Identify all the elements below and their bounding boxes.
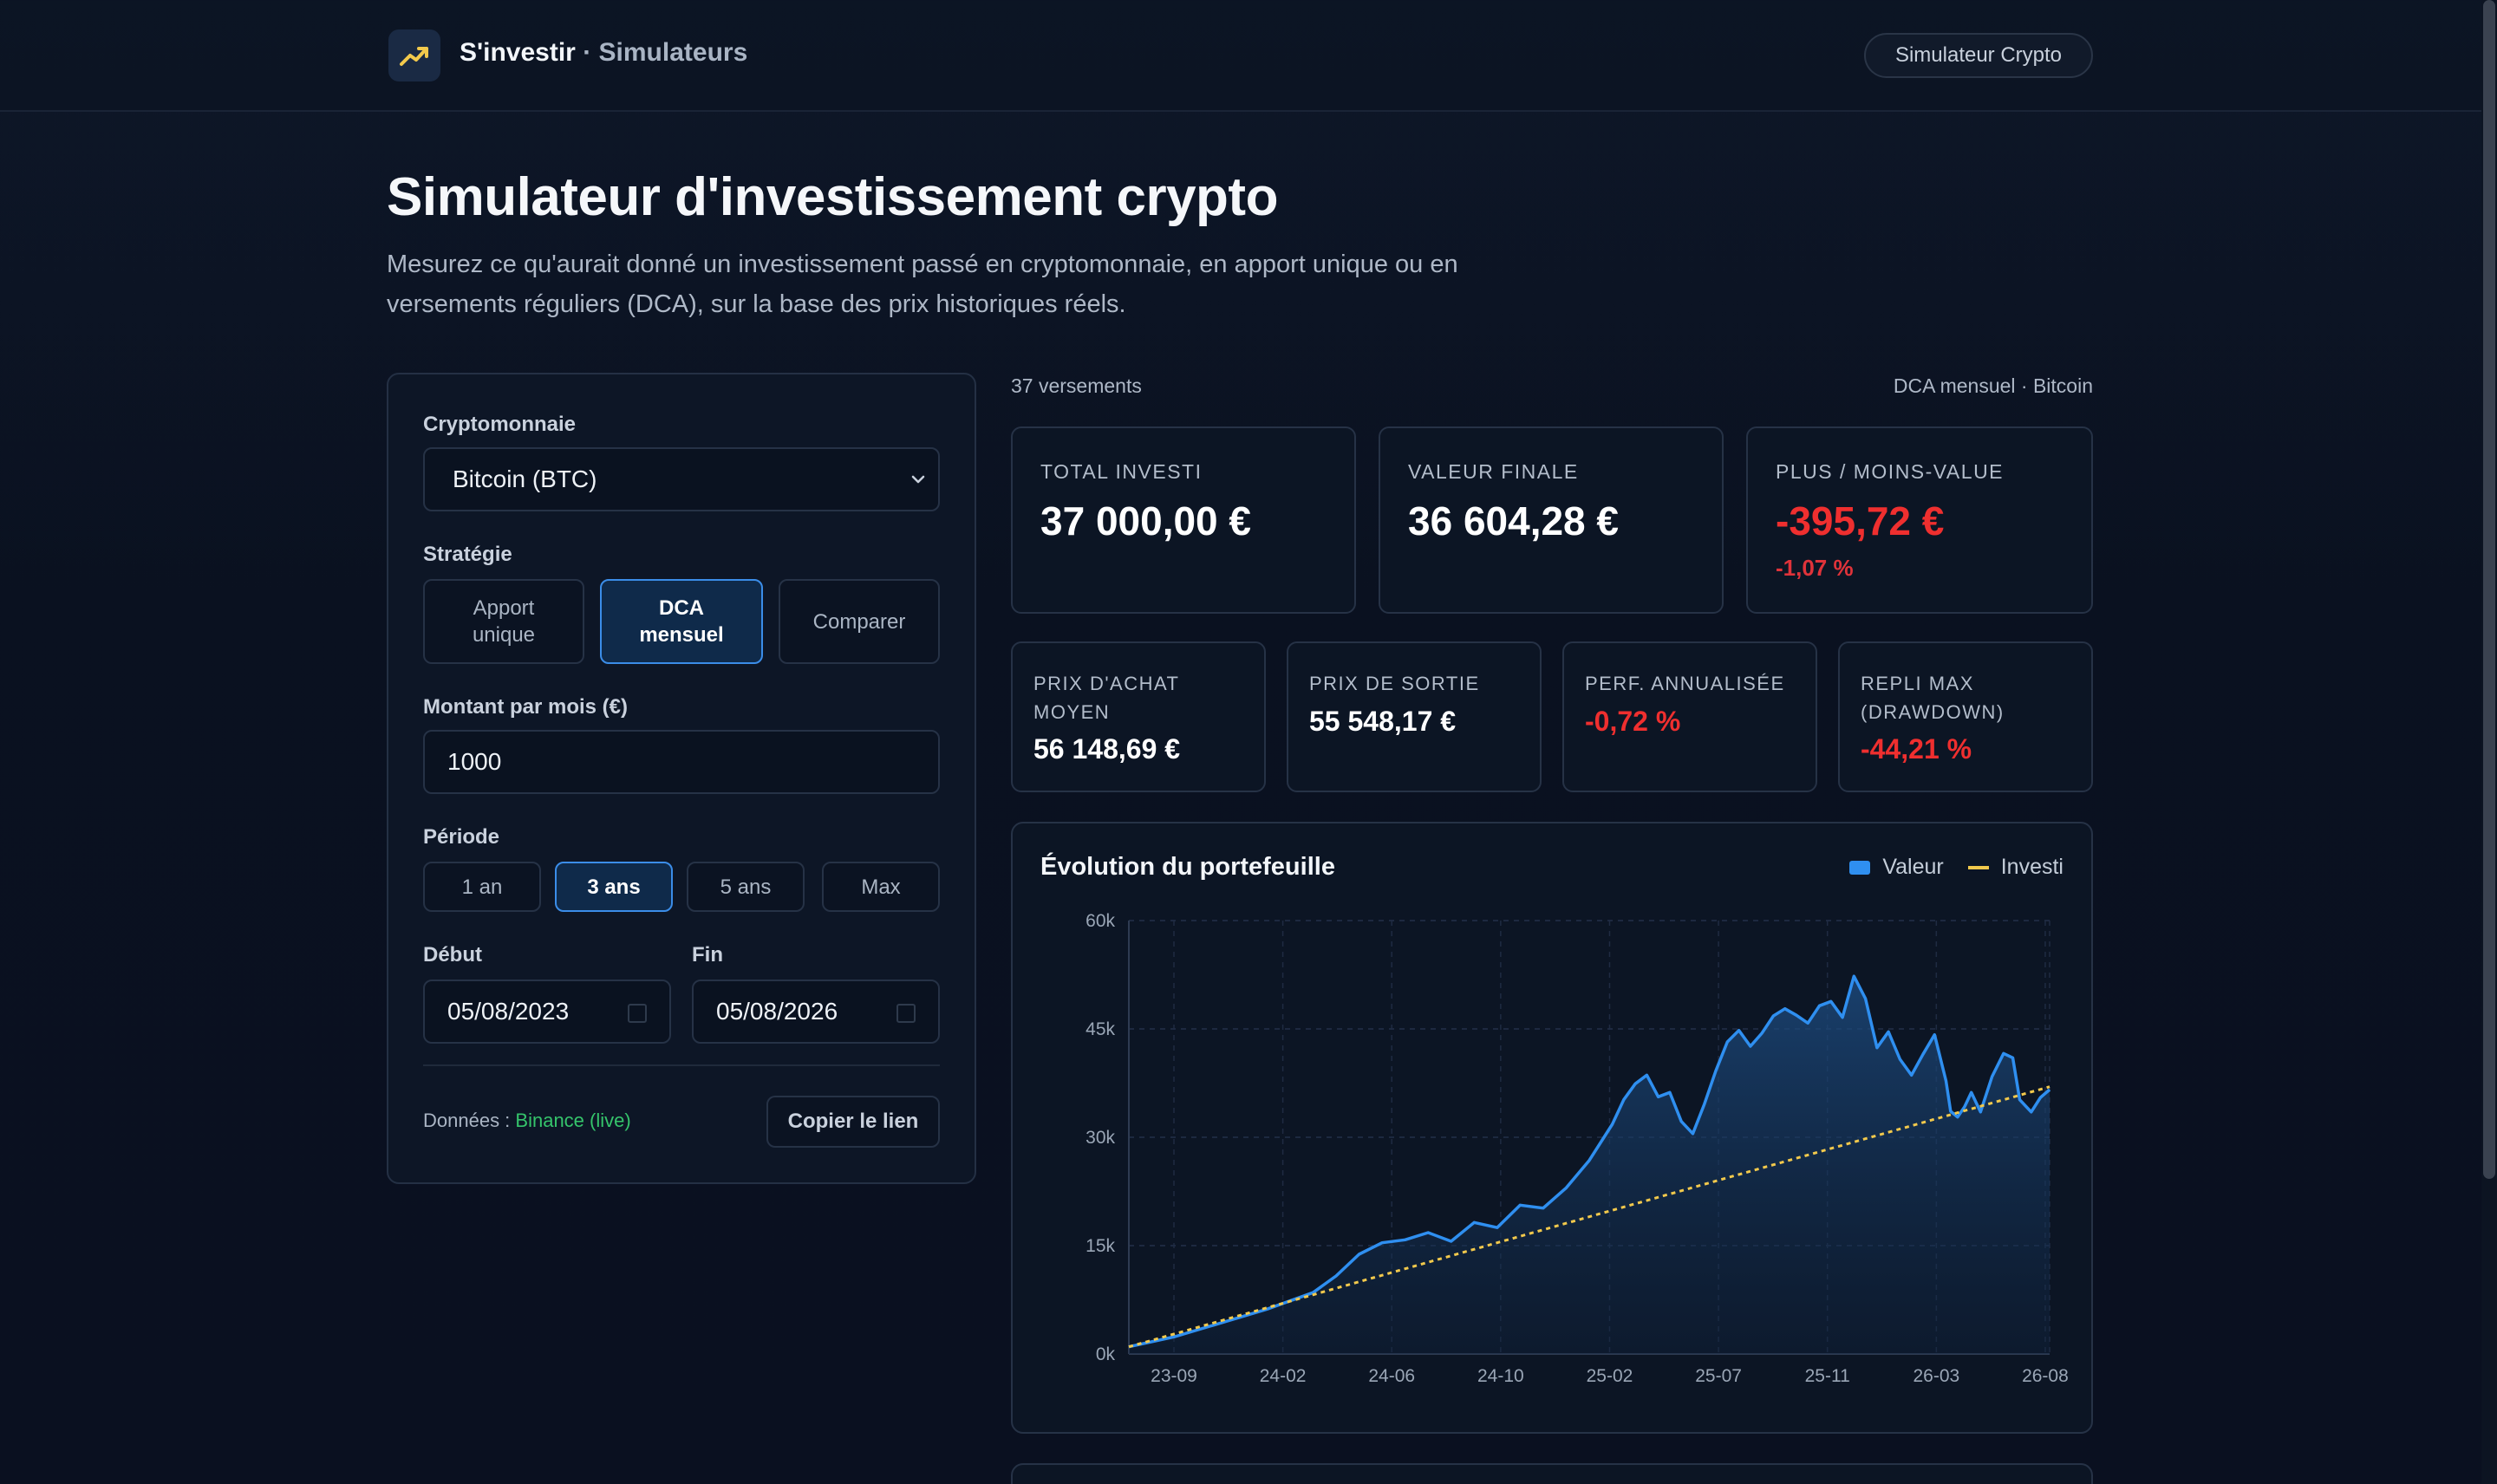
strategy-label: Stratégie	[423, 543, 512, 566]
invested-series-line[interactable]	[1128, 1085, 2050, 1349]
brand-title[interactable]: S'investir · Simulateurs	[460, 38, 747, 68]
kpi-value: -0,72 %	[1585, 706, 1681, 737]
kpi-final-value: VALEUR FINALE 36 604,28 €	[1379, 426, 1724, 614]
strategy-summary: DCA mensuel · Bitcoin	[1893, 374, 2093, 397]
legend-swatch-invested	[1967, 865, 1989, 869]
y-tick-label: 30k	[1086, 1128, 1115, 1148]
period-option-0[interactable]: 1 an	[423, 862, 541, 912]
legend-label-value[interactable]: Valeur	[1882, 855, 1944, 879]
x-tick-label: 24-06	[1368, 1366, 1415, 1386]
x-tick-label: 24-10	[1477, 1366, 1524, 1386]
amount-input-value: 1000	[447, 748, 502, 775]
data-source-note: Données : Binance (live)	[423, 1110, 631, 1132]
copy-link-button[interactable]: Copier le lien	[766, 1096, 940, 1148]
top-navigation-bar: S'investir · Simulateurs Simulateur Cryp…	[0, 0, 2481, 112]
value-area	[1129, 976, 2050, 1354]
portfolio-chart-card: Évolution du portefeuille Valeur Investi…	[1011, 822, 2093, 1434]
kpi-label: PRIX DE SORTIE	[1309, 673, 1480, 694]
period-label: Période	[423, 825, 500, 849]
crypto-select-value: Bitcoin (BTC)	[453, 465, 597, 492]
chart-title: Évolution du portefeuille	[1040, 853, 1335, 881]
kpi-average-buy-price: PRIX D'ACHAT MOYEN 56 148,69 €	[1011, 641, 1266, 792]
legend-swatch-value	[1849, 860, 1871, 875]
calendar-icon[interactable]	[896, 1004, 916, 1023]
page-description: Mesurez ce qu'aurait donné un investisse…	[387, 251, 1458, 318]
strategy-option-2[interactable]: Comparer	[779, 579, 940, 664]
brand-logo[interactable]	[388, 29, 440, 81]
y-tick-label: 45k	[1086, 1019, 1115, 1039]
kpi-value: 55 548,17 €	[1309, 706, 1457, 737]
portfolio-chart[interactable]: 60k 45k 30k 15k 0k 23-09 24-02 24-06 24-10 25-02 2…	[1013, 823, 2091, 1432]
x-tick-label: 26-08	[2022, 1366, 2069, 1386]
data-source-link[interactable]: Binance (live)	[515, 1110, 631, 1131]
strategy-option-0[interactable]: Apport unique	[423, 579, 584, 664]
kpi-label: VALEUR FINALE	[1408, 460, 1579, 483]
value-series-line[interactable]	[1128, 974, 2051, 1349]
kpi-label: REPLI MAX (DRAWDOWN)	[1861, 673, 2005, 723]
kpi-exit-price: PRIX DE SORTIE 55 548,17 €	[1287, 641, 1542, 792]
data-source-prefix: Données :	[423, 1110, 516, 1131]
form-divider	[423, 1064, 940, 1066]
start-date-value: 05/08/2023	[447, 998, 570, 1025]
kpi-max-drawdown: REPLI MAX (DRAWDOWN) -44,21 %	[1838, 641, 2093, 792]
kpi-value: 56 148,69 €	[1033, 733, 1181, 765]
kpi-value: 37 000,00 €	[1040, 498, 1252, 543]
crypto-select[interactable]: Bitcoin (BTC)	[423, 447, 940, 511]
amount-input[interactable]: 1000	[423, 730, 940, 794]
x-tick-label: 24-02	[1260, 1366, 1307, 1386]
crypto-label: Cryptomonnaie	[423, 413, 577, 436]
kpi-value: 36 604,28 €	[1408, 498, 1620, 543]
x-tick-label: 25-11	[1805, 1366, 1850, 1386]
x-tick-label: 25-07	[1695, 1366, 1742, 1386]
strategy-option-1[interactable]: DCA mensuel	[600, 579, 763, 664]
kpi-percentage: -1,07 %	[1776, 555, 1854, 581]
kpi-total-invested: TOTAL INVESTI 37 000,00 €	[1011, 426, 1356, 614]
chevron-down-icon	[911, 475, 925, 484]
kpi-value: -44,21 %	[1861, 733, 1972, 765]
kpi-value: -395,72 €	[1776, 498, 1945, 543]
x-tick-label: 26-03	[1913, 1366, 1959, 1386]
y-tick-label: 60k	[1086, 911, 1115, 931]
amount-label: Montant par mois (€)	[423, 695, 629, 719]
kpi-label: TOTAL INVESTI	[1040, 460, 1203, 483]
trending-up-icon	[400, 47, 428, 66]
simulator-crypto-pill[interactable]: Simulateur Crypto	[1864, 33, 2093, 78]
y-tick-label: 15k	[1086, 1236, 1115, 1256]
legend-label-invested[interactable]: Investi	[2000, 855, 2063, 879]
period-option-1[interactable]: 3 ans	[555, 862, 673, 912]
scrollbar-thumb[interactable]	[2483, 0, 2495, 1179]
kpi-label: PRIX D'ACHAT MOYEN	[1033, 673, 1180, 723]
end-date-value: 05/08/2026	[716, 998, 838, 1025]
page-title: Simulateur d'investissement crypto	[387, 167, 1278, 227]
period-option-2[interactable]: 5 ans	[687, 862, 805, 912]
payments-count: 37 versements	[1011, 374, 1142, 397]
chart-legend: Valeur Investi	[1849, 855, 2063, 880]
end-date-label: Fin	[692, 943, 723, 967]
brand-name: S'investir	[460, 38, 576, 67]
simulation-form: Cryptomonnaie Bitcoin (BTC) Stratégie Mo…	[387, 373, 976, 1184]
end-date-input[interactable]: 05/08/2026	[692, 980, 940, 1044]
kpi-annualized-perf: PERF. ANNUALISÉE -0,72 %	[1562, 641, 1817, 792]
x-tick-label: 25-02	[1587, 1366, 1633, 1386]
x-tick-label: 23-09	[1151, 1366, 1197, 1386]
brand-section: · Simulateurs	[583, 38, 748, 67]
kpi-label: PERF. ANNUALISÉE	[1585, 673, 1785, 694]
kpi-gain-loss: PLUS / MOINS-VALUE -395,72 € -1,07 %	[1746, 426, 2093, 614]
next-section-card	[1011, 1463, 2093, 1484]
y-tick-label: 0k	[1096, 1344, 1116, 1364]
start-date-input[interactable]: 05/08/2023	[423, 980, 671, 1044]
kpi-label: PLUS / MOINS-VALUE	[1776, 460, 2005, 483]
period-option-3[interactable]: Max	[822, 862, 940, 912]
calendar-icon[interactable]	[628, 1004, 647, 1023]
start-date-label: Début	[423, 943, 482, 967]
